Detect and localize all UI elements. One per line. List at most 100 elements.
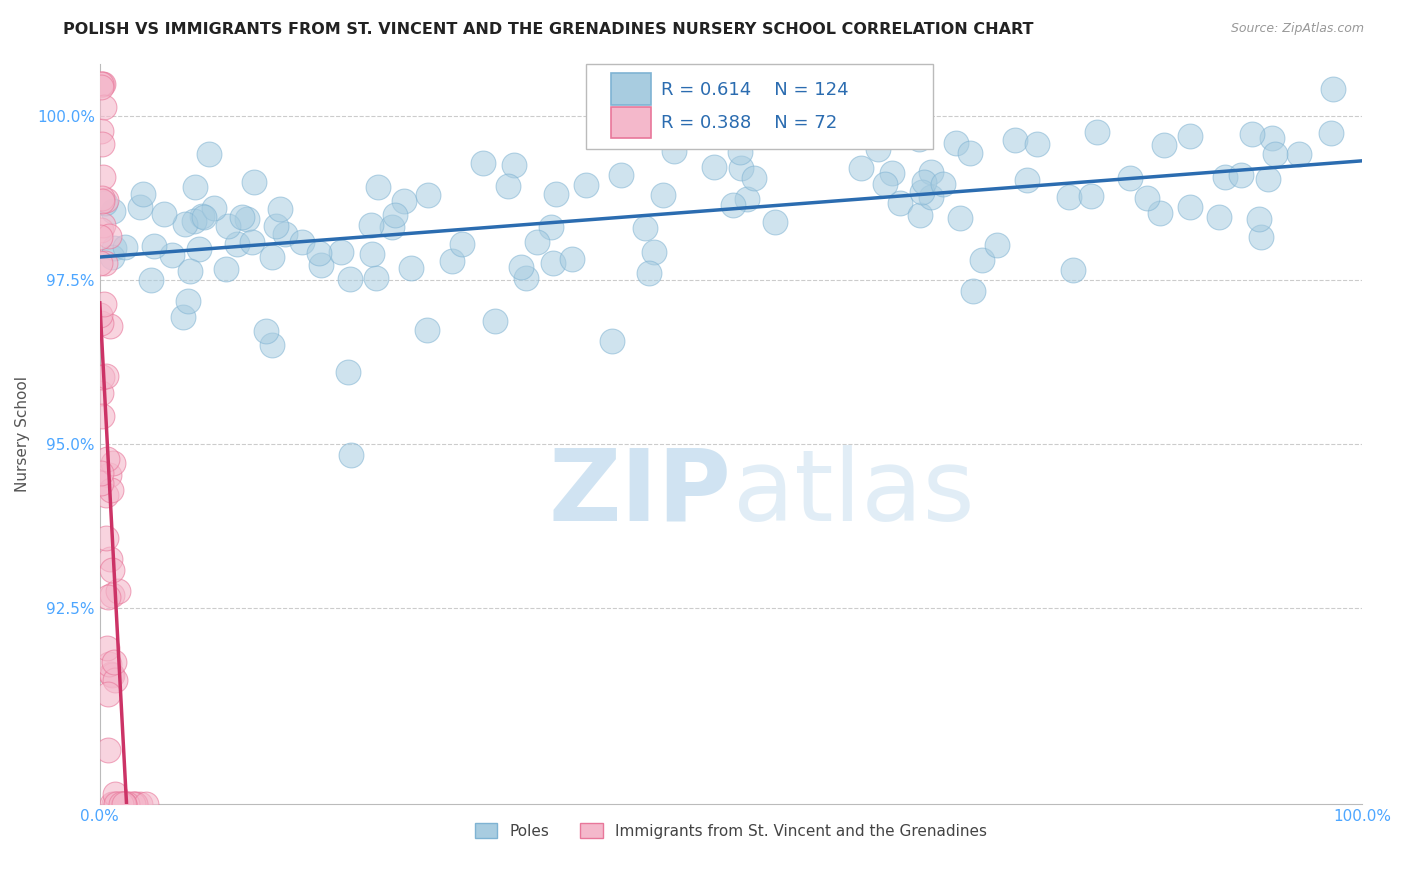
Point	[122, 797, 145, 812]
Point	[100, 588, 122, 602]
Point	[110, 797, 132, 812]
Point	[540, 220, 562, 235]
Point	[1264, 147, 1286, 161]
Text: Source: ZipAtlas.com: Source: ZipAtlas.com	[1230, 22, 1364, 36]
Y-axis label: Nursery School: Nursery School	[15, 376, 30, 492]
Point	[177, 293, 200, 308]
Point	[96, 368, 118, 383]
Point	[392, 194, 415, 208]
Point	[118, 797, 141, 812]
Point	[93, 256, 115, 270]
Point	[97, 687, 120, 701]
Point	[1153, 137, 1175, 152]
Point	[91, 170, 114, 185]
Point	[94, 531, 117, 545]
Point	[93, 296, 115, 310]
Point	[440, 254, 463, 268]
Point	[651, 187, 673, 202]
Point	[160, 248, 183, 262]
Point	[634, 220, 657, 235]
Point	[97, 229, 120, 244]
Point	[1062, 263, 1084, 277]
Point	[1208, 211, 1230, 225]
Point	[198, 147, 221, 161]
Point	[416, 323, 439, 337]
Point	[139, 273, 162, 287]
Point	[260, 338, 283, 352]
Point	[972, 253, 994, 268]
Point	[1249, 211, 1271, 226]
Point	[174, 217, 197, 231]
Point	[851, 99, 873, 113]
Point	[336, 365, 359, 379]
Point	[339, 272, 361, 286]
Point	[986, 237, 1008, 252]
Point	[920, 165, 942, 179]
Point	[945, 136, 967, 151]
Point	[91, 77, 114, 91]
Point	[100, 668, 122, 682]
Point	[240, 235, 263, 249]
Point	[89, 229, 111, 244]
Point	[1119, 170, 1142, 185]
Point	[91, 194, 114, 208]
Point	[179, 264, 201, 278]
Point	[110, 797, 132, 812]
Point	[90, 222, 112, 236]
Point	[100, 563, 122, 577]
Point	[152, 207, 174, 221]
Point	[744, 171, 766, 186]
Point	[105, 797, 128, 812]
Point	[105, 797, 128, 812]
Point	[236, 212, 259, 227]
Point	[103, 797, 125, 812]
Point	[866, 142, 889, 156]
Text: atlas: atlas	[734, 445, 974, 542]
Point	[875, 177, 897, 191]
Point	[172, 310, 194, 325]
Point	[662, 144, 685, 158]
Point	[90, 409, 112, 423]
Point	[243, 175, 266, 189]
Text: R = 0.614    N = 124: R = 0.614 N = 124	[661, 81, 849, 99]
Point	[104, 673, 127, 688]
Point	[1213, 169, 1236, 184]
Point	[416, 188, 439, 202]
Point	[90, 77, 112, 91]
Point	[114, 240, 136, 254]
Point	[735, 192, 758, 206]
Point	[90, 124, 112, 138]
Point	[101, 250, 124, 264]
Point	[962, 284, 984, 298]
Point	[115, 797, 138, 812]
Point	[111, 797, 134, 812]
Point	[763, 215, 786, 229]
Point	[264, 219, 287, 234]
Point	[103, 204, 125, 219]
Point	[124, 797, 146, 812]
Point	[380, 219, 402, 234]
Point	[100, 797, 122, 812]
Point	[959, 146, 981, 161]
Point	[1261, 131, 1284, 145]
Text: POLISH VS IMMIGRANTS FROM ST. VINCENT AND THE GRENADINES NURSERY SCHOOL CORRELAT: POLISH VS IMMIGRANTS FROM ST. VINCENT AN…	[63, 22, 1033, 37]
Point	[91, 191, 114, 205]
Point	[1136, 191, 1159, 205]
Point	[484, 314, 506, 328]
Point	[1230, 168, 1253, 182]
Point	[546, 187, 568, 202]
Point	[526, 235, 548, 249]
Point	[96, 488, 118, 502]
Point	[202, 201, 225, 215]
Point	[1241, 128, 1264, 142]
Point	[112, 797, 135, 812]
Point	[112, 797, 135, 812]
Point	[361, 247, 384, 261]
Point	[503, 158, 526, 172]
Point	[311, 258, 333, 272]
Point	[308, 245, 330, 260]
Point	[97, 743, 120, 757]
Point	[193, 210, 215, 224]
Point	[90, 137, 112, 152]
Point	[1085, 125, 1108, 139]
